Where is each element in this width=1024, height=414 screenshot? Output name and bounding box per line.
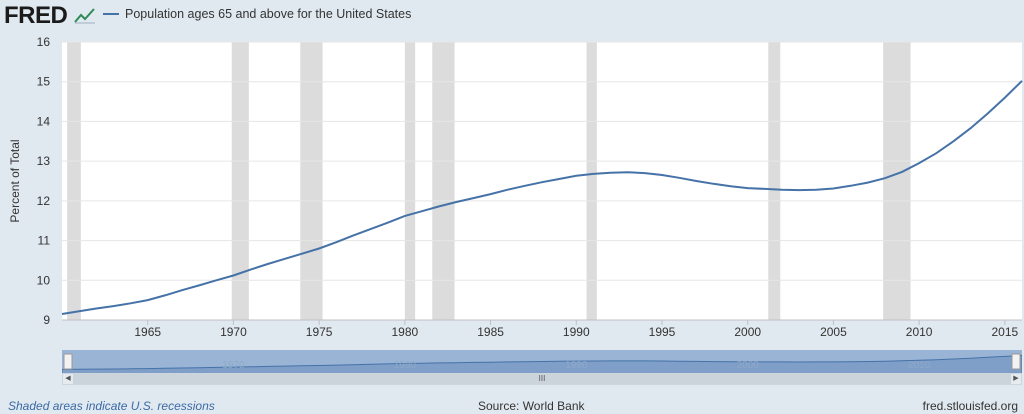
navigator-x-label: 1990 xyxy=(565,360,588,371)
recession-band xyxy=(404,42,416,320)
site-link[interactable]: fred.stlouisfed.org xyxy=(922,399,1018,413)
chart-logo-icon xyxy=(74,8,95,24)
navigator-left-handle[interactable] xyxy=(63,353,73,370)
recession-note: Shaded areas indicate U.S. recessions xyxy=(8,399,215,413)
y-tick-label: 14 xyxy=(37,114,51,128)
y-tick-label: 13 xyxy=(37,154,51,168)
scroll-left-arrow-icon[interactable]: ◀ xyxy=(63,374,73,384)
y-tick-label: 15 xyxy=(37,75,51,89)
x-tick-label: 2000 xyxy=(734,325,761,339)
navigator-x-label: 1980 xyxy=(394,360,417,371)
x-tick-label: 2005 xyxy=(820,325,847,339)
source-label: Source: World Bank xyxy=(478,399,585,413)
y-axis-label: Percent of Total xyxy=(8,139,22,222)
range-scrollbar[interactable]: ◀ III ▶ xyxy=(62,373,1022,385)
recession-band xyxy=(67,42,81,320)
recession-band xyxy=(300,42,323,320)
x-tick-label: 1980 xyxy=(392,325,419,339)
recession-band xyxy=(883,42,911,320)
recession-band xyxy=(432,42,455,320)
recession-band xyxy=(768,42,781,320)
line-chart: 9 10 11 12 13 14 15 16 1965 1970 1975 1980 1985 1990 1… xyxy=(8,35,1023,339)
fred-logo[interactable]: FRED xyxy=(4,2,68,29)
x-tick-label: 1985 xyxy=(477,325,504,339)
legend-swatch xyxy=(103,13,119,15)
navigator-x-label: 1970 xyxy=(222,360,245,371)
navigator-right-handle[interactable] xyxy=(1011,353,1021,370)
x-tick-label: 1965 xyxy=(134,325,161,339)
legend-label: Population ages 65 and above for the Uni… xyxy=(125,7,412,21)
y-tick-label: 9 xyxy=(43,313,50,327)
x-tick-label: 2015 xyxy=(992,325,1019,339)
navigator-x-label: 2010 xyxy=(908,360,931,371)
chart-legend: Population ages 65 and above for the Uni… xyxy=(103,7,411,21)
plot-area xyxy=(62,42,1022,320)
grip-icon: III xyxy=(538,374,546,383)
y-tick-label: 11 xyxy=(38,234,51,248)
y-tick-label: 16 xyxy=(37,35,51,49)
y-tick-label: 12 xyxy=(37,194,51,208)
recession-band xyxy=(231,42,249,320)
navigator-x-label: 2000 xyxy=(737,360,760,371)
scroll-right-arrow-icon[interactable]: ▶ xyxy=(1011,374,1021,384)
x-tick-label: 1975 xyxy=(306,325,333,339)
x-tick-label: 1995 xyxy=(649,325,676,339)
x-tick-label: 2010 xyxy=(906,325,933,339)
series-line xyxy=(61,80,1023,315)
scrollbar-thumb[interactable]: III xyxy=(73,374,1011,384)
navigator-series xyxy=(62,354,1022,374)
x-tick-label: 1990 xyxy=(563,325,590,339)
y-tick-label: 10 xyxy=(37,273,51,287)
chart-footer: Shaded areas indicate U.S. recessions So… xyxy=(0,398,1024,414)
range-navigator[interactable]: 1970 1980 1990 2000 2010 xyxy=(62,350,1022,374)
x-tick-label: 1970 xyxy=(220,325,247,339)
header: FRED Population ages 65 and above for th… xyxy=(0,0,1024,34)
recession-band xyxy=(586,42,597,320)
